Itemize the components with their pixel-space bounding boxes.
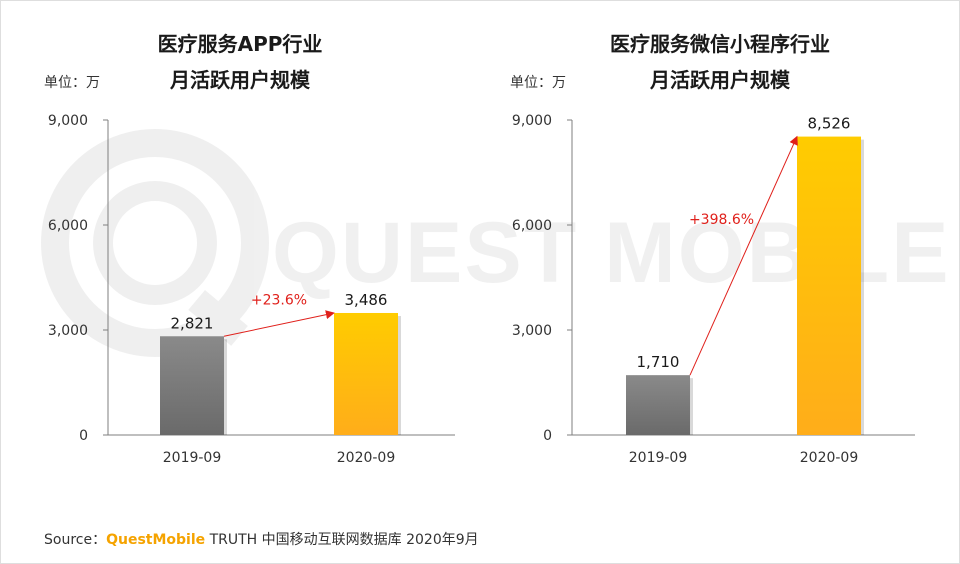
source-brand: QuestMobile <box>106 532 206 548</box>
chart-miniprogram: 医疗服务微信小程序行业 月活跃用户规模 单位：万 0 3,000 6,000 9,00… <box>480 0 960 480</box>
growth-arrow <box>223 310 335 337</box>
chart-title-line1: 医疗服务微信小程序行业 <box>610 32 830 56</box>
y-tick-label: 0 <box>79 428 88 444</box>
bar-value-label: 8,526 <box>808 115 851 133</box>
bar-2020-09 <box>334 312 398 435</box>
y-tick-label: 9,000 <box>512 113 552 129</box>
y-tick-label: 3,000 <box>512 323 552 339</box>
bar-plot-app: 0 3,000 6,000 9,000 2,821 2019-09 3,486 2020-09… <box>48 113 455 466</box>
bar-plot-miniprogram: 0 3,000 6,000 9,000 1,710 2019-09 8,526 2020-09… <box>512 113 915 466</box>
watermark-logo-icon <box>41 129 269 357</box>
bar-2019-09 <box>160 336 224 435</box>
x-tick-label: 2019-09 <box>163 450 222 466</box>
unit-label: 单位：万 <box>44 75 100 91</box>
y-tick-label: 0 <box>543 428 552 444</box>
bar-value-label: 1,710 <box>637 353 680 371</box>
bar-value-label: 2,821 <box>171 314 214 332</box>
chart-title-line2: 月活跃用户规模 <box>170 68 310 92</box>
bar-value-label: 3,486 <box>345 291 388 309</box>
y-tick-label: 9,000 <box>48 113 88 129</box>
source-prefix: Source： <box>44 532 107 548</box>
y-tick-label: 3,000 <box>48 323 88 339</box>
source-suffix: TRUTH 中国移动互联网数据库 2020年9月 <box>205 532 479 548</box>
x-tick-label: 2019-09 <box>629 450 688 466</box>
bar-2019-09 <box>626 375 690 435</box>
bar-2020-09 <box>797 136 861 435</box>
chart-title-line1: 医疗服务APP行业 <box>157 32 323 56</box>
chart-title-line2: 月活跃用户规模 <box>650 68 790 92</box>
growth-arrow <box>689 135 798 376</box>
growth-label: +398.6% <box>689 212 754 228</box>
x-tick-label: 2020-09 <box>800 450 859 466</box>
unit-label: 单位：万 <box>510 75 566 91</box>
source-note: Source：QuestMobile TRUTH 中国移动互联网数据库 2020… <box>44 529 479 549</box>
x-tick-label: 2020-09 <box>337 450 396 466</box>
y-tick-label: 6,000 <box>48 218 88 234</box>
chart-app: 医疗服务APP行业 月活跃用户规模 单位：万 0 3,000 6,000 9,000 2… <box>0 0 480 480</box>
y-tick-label: 6,000 <box>512 218 552 234</box>
growth-label: +23.6% <box>251 293 307 309</box>
